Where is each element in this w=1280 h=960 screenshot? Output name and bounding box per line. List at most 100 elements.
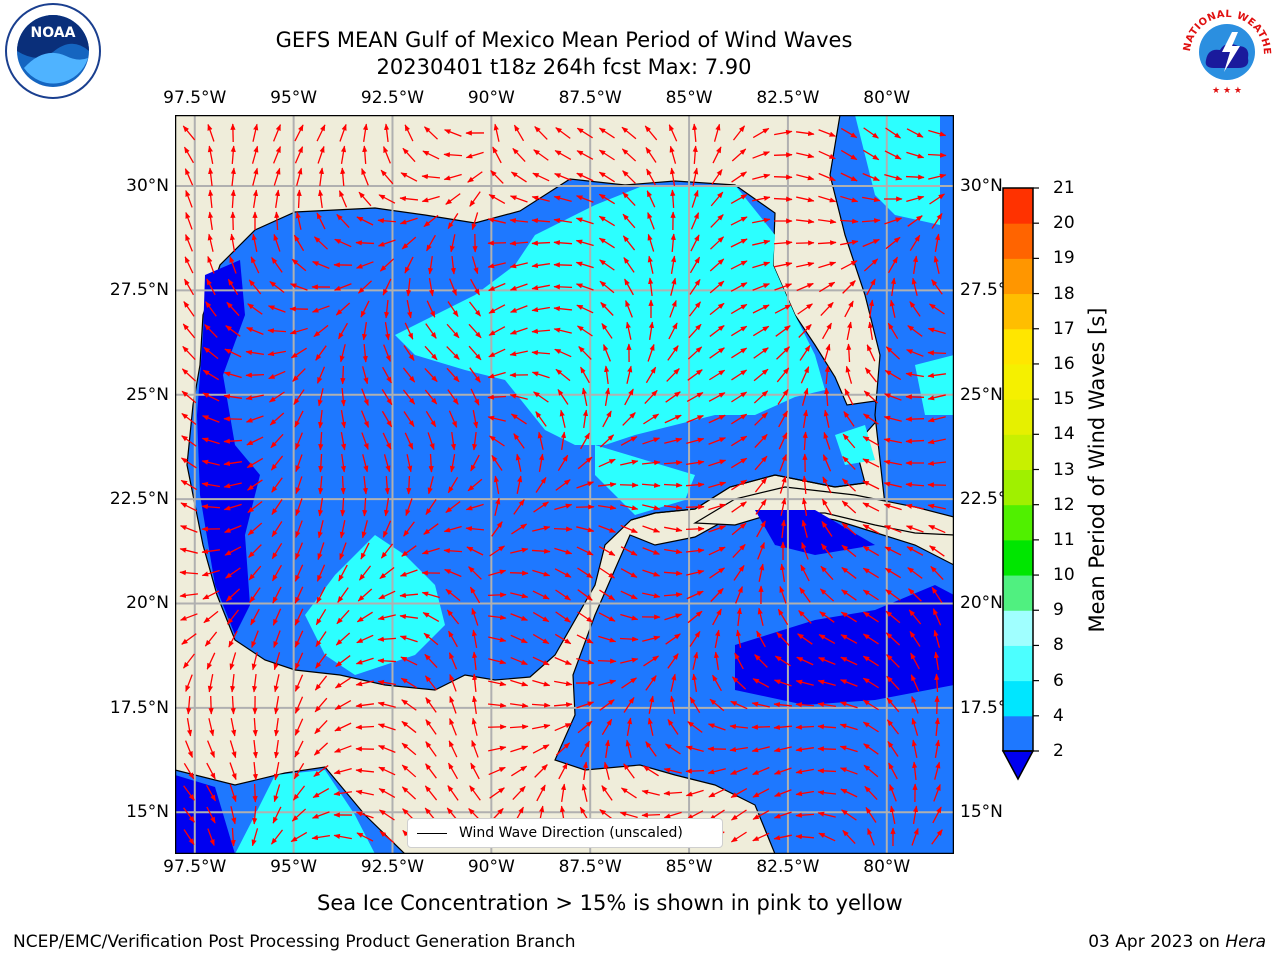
- wind-wave-arrow: [642, 765, 659, 777]
- wind-wave-arrow: [423, 523, 439, 535]
- wind-wave-arrow: [251, 145, 259, 164]
- wind-wave-arrow: [317, 388, 324, 407]
- colorbar-segment: [1003, 223, 1033, 259]
- wind-wave-arrow: [774, 261, 793, 268]
- wind-wave-arrow: [490, 170, 504, 184]
- wind-wave-arrow: [291, 808, 307, 822]
- wind-wave-arrow: [488, 304, 506, 314]
- wind-wave-arrow: [180, 525, 198, 533]
- wind-wave-arrow: [402, 389, 416, 405]
- lat-tick-left: 25°N: [126, 384, 169, 405]
- wind-wave-arrow: [840, 611, 857, 623]
- wind-wave-arrow: [751, 724, 771, 730]
- wind-wave-arrow: [356, 634, 374, 644]
- wind-wave-arrow: [780, 519, 786, 539]
- wind-wave-arrow: [204, 324, 218, 338]
- wind-wave-arrow: [377, 239, 396, 247]
- wind-wave-arrow: [447, 301, 459, 318]
- wind-wave-arrow: [752, 810, 770, 820]
- wind-wave-arrow: [663, 767, 682, 774]
- wind-wave-arrow: [206, 652, 216, 670]
- colorbar-tick-label: 18: [1053, 283, 1075, 304]
- wind-wave-arrow: [664, 414, 682, 424]
- wind-wave-arrow: [801, 519, 808, 538]
- wind-wave-arrow: [620, 524, 638, 534]
- wind-wave-arrow: [599, 567, 616, 579]
- wind-wave-arrow: [225, 325, 241, 337]
- wind-wave-arrow: [620, 436, 638, 446]
- wind-wave-arrow: [271, 542, 283, 560]
- wind-wave-arrow: [689, 630, 701, 647]
- wind-wave-arrow: [317, 542, 325, 561]
- wind-wave-arrow: [208, 695, 214, 715]
- wind-wave-arrow: [817, 746, 837, 752]
- wind-wave-arrow: [338, 190, 348, 208]
- wind-wave-arrow: [624, 278, 634, 296]
- wind-wave-arrow: [933, 255, 940, 274]
- wind-wave-arrow: [382, 520, 392, 538]
- chart-title: GEFS MEAN Gulf of Mexico Mean Period of …: [275, 28, 853, 52]
- wind-wave-arrow: [382, 432, 392, 450]
- wind-wave-arrow: [626, 365, 633, 384]
- wind-wave-arrow: [577, 589, 593, 601]
- lon-tick-bottom: 87.5°W: [558, 857, 622, 877]
- wind-wave-arrow: [754, 433, 768, 449]
- wind-wave-arrow: [846, 343, 852, 363]
- wind-wave-arrow: [537, 431, 544, 450]
- wind-wave-arrow: [360, 300, 370, 318]
- wind-wave-arrow: [317, 520, 324, 539]
- wind-wave-arrow: [182, 125, 196, 141]
- wind-wave-arrow: [273, 674, 280, 693]
- wind-wave-arrow: [378, 809, 395, 821]
- wind-wave-arrow: [448, 410, 458, 428]
- wind-wave-arrow: [531, 195, 550, 202]
- wind-wave-arrow: [642, 592, 661, 599]
- wind-wave-arrow: [927, 503, 946, 510]
- wind-wave-arrow: [752, 788, 770, 798]
- wind-wave-arrow: [487, 217, 506, 224]
- wind-wave-arrow: [862, 699, 879, 711]
- wind-wave-arrow: [818, 832, 836, 842]
- wind-wave-arrow: [910, 674, 920, 692]
- wind-wave-arrow: [467, 478, 483, 492]
- wind-wave-arrow: [509, 702, 529, 709]
- wind-wave-arrow: [531, 371, 550, 379]
- wind-wave-arrow: [666, 368, 680, 382]
- wind-wave-arrow: [799, 344, 811, 361]
- wind-wave-arrow: [597, 658, 617, 664]
- wind-wave-arrow: [181, 435, 197, 447]
- wind-wave-arrow: [818, 129, 836, 137]
- wind-wave-arrow: [355, 702, 375, 708]
- wind-wave-arrow: [465, 151, 484, 159]
- wind-wave-arrow: [576, 658, 595, 665]
- wind-wave-arrow: [862, 589, 879, 601]
- wind-wave-arrow: [531, 218, 551, 224]
- svg-text:★ ★ ★: ★ ★ ★: [1212, 86, 1242, 96]
- wind-wave-arrow: [932, 608, 942, 626]
- wind-wave-arrow: [406, 277, 412, 297]
- wind-wave-arrow: [886, 697, 900, 713]
- wind-wave-arrow: [469, 785, 481, 801]
- wind-wave-arrow: [267, 305, 286, 313]
- wind-wave-arrow: [339, 123, 347, 142]
- wind-wave-arrow: [317, 145, 325, 164]
- lon-tick-bottom: 97.5°W: [163, 857, 227, 877]
- wind-wave-arrow: [604, 387, 611, 406]
- wind-wave-arrow: [378, 788, 396, 798]
- wind-wave-arrow: [645, 146, 657, 163]
- wind-wave-arrow: [273, 146, 281, 164]
- wind-wave-arrow: [598, 193, 616, 205]
- wind-wave-arrow: [731, 479, 748, 491]
- wind-wave-arrow: [576, 304, 594, 314]
- wind-wave-arrow: [817, 811, 836, 818]
- wind-wave-arrow: [907, 567, 923, 579]
- wind-wave-arrow: [863, 390, 879, 404]
- wind-wave-arrow: [710, 236, 725, 250]
- wind-wave-arrow: [644, 125, 658, 141]
- wind-wave-arrow: [532, 633, 550, 645]
- wind-wave-arrow: [668, 322, 678, 340]
- wind-wave-arrow: [839, 218, 859, 224]
- wind-wave-arrow: [314, 675, 328, 691]
- wind-wave-arrow: [182, 653, 196, 669]
- wind-wave-arrow: [648, 321, 655, 340]
